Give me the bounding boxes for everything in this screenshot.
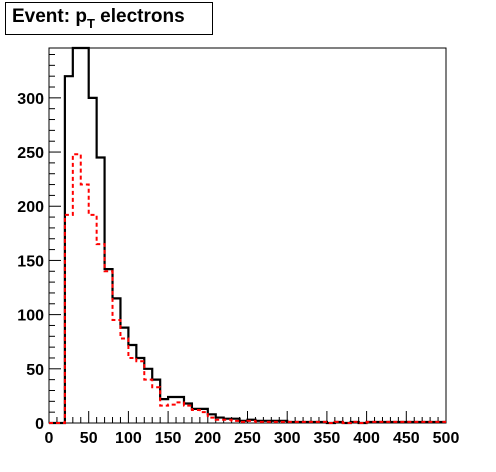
title-subscript: T	[86, 16, 95, 31]
x-tick-label: 300	[274, 430, 301, 447]
x-tick-label: 500	[433, 430, 460, 447]
chart-title: Event: pT electrons	[12, 6, 185, 31]
y-axis: 0 50 100 150 200 250 300	[17, 54, 61, 433]
y-tick-label: 300	[17, 91, 44, 108]
title-main: Event: p	[12, 6, 87, 27]
x-tick-label: 350	[314, 430, 341, 447]
y-tick-label: 200	[17, 199, 44, 216]
title-box: Event: pT electrons	[5, 2, 213, 35]
x-tick-label: 450	[393, 430, 420, 447]
x-tick-label: 250	[234, 430, 261, 447]
y-tick-label: 250	[17, 145, 44, 162]
y-tick-label: 150	[17, 253, 44, 270]
series-2-histogram	[49, 153, 446, 424]
x-tick-label: 400	[353, 430, 380, 447]
title-rest: electrons	[94, 6, 185, 27]
x-tick-label: 100	[115, 430, 142, 447]
plot-frame	[48, 47, 447, 424]
x-axis: 0 50 100 150 200 250 300 350 400 450 500	[45, 411, 460, 447]
x-tick-label: 150	[155, 430, 182, 447]
series-layer	[49, 46, 446, 425]
y-tick-label: 50	[26, 362, 44, 379]
y-tick-label: 100	[17, 308, 44, 325]
x-tick-label: 0	[45, 430, 54, 447]
x-tick-label: 200	[194, 430, 221, 447]
x-tick-label: 50	[80, 430, 98, 447]
y-tick-label: 0	[35, 416, 44, 433]
series-1-histogram	[49, 46, 446, 425]
